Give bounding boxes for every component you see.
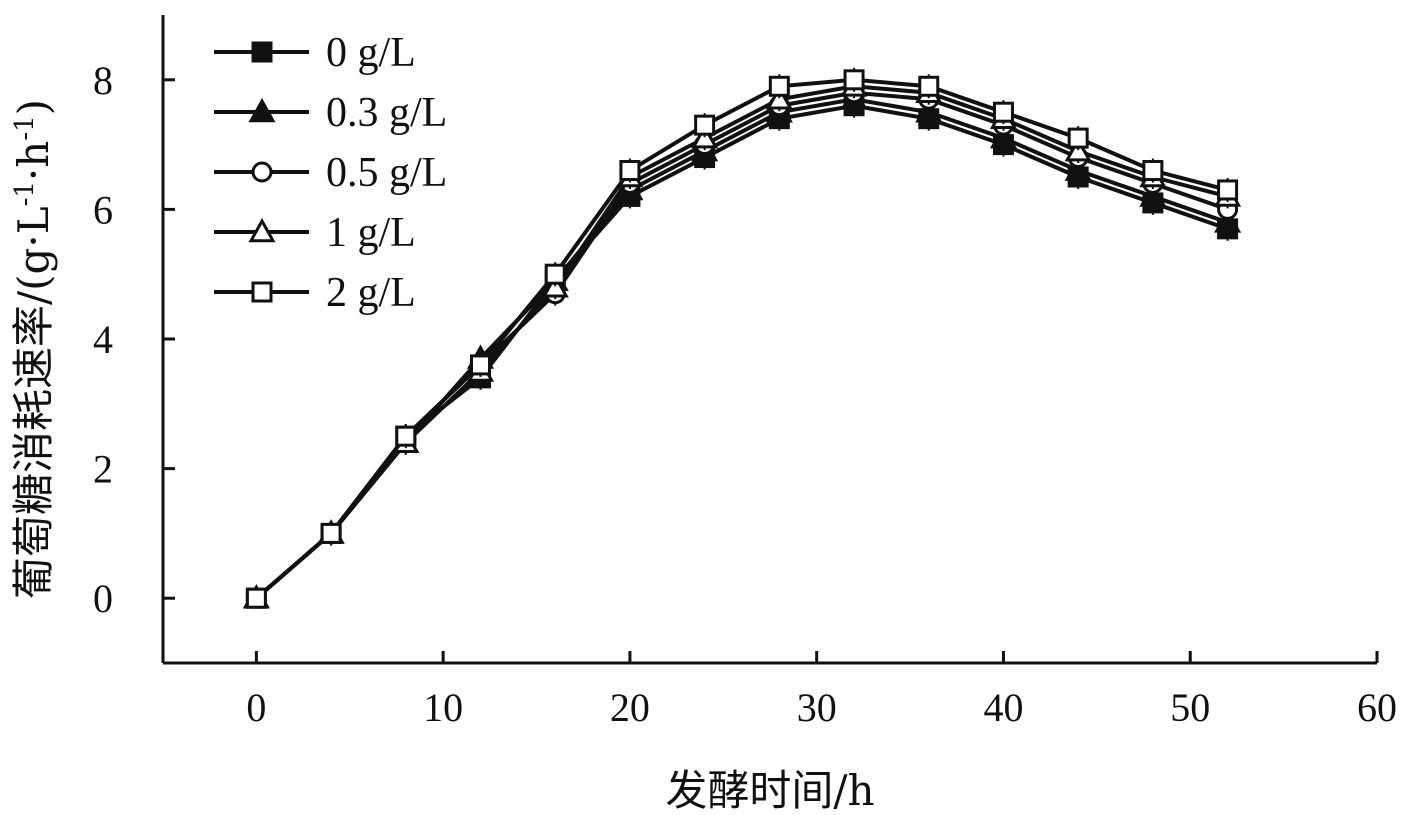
series-line [255, 77, 1229, 600]
legend-item: 0.3 g/L [214, 90, 447, 136]
legend-label: 2 g/L [326, 270, 416, 316]
legend-item: 0.5 g/L [214, 150, 447, 196]
data-point [1067, 127, 1089, 149]
legend-marker [248, 217, 276, 243]
y-tick-label: 4 [93, 317, 113, 362]
data-point [843, 69, 865, 91]
data-point [245, 587, 267, 609]
data-point [992, 101, 1014, 123]
legend-item: 2 g/L [214, 270, 416, 316]
y-tick-label: 6 [93, 187, 113, 232]
data-point [619, 160, 641, 182]
data-point [470, 354, 492, 376]
legend-marker [251, 41, 273, 63]
legend-marker [248, 97, 276, 123]
legend-label: 0.5 g/L [326, 150, 447, 196]
legend-label: 0.3 g/L [326, 90, 447, 136]
data-point [1142, 160, 1164, 182]
legend-marker [251, 281, 273, 303]
x-tick-label: 60 [1357, 685, 1397, 730]
y-axis-label-mid: ·h [9, 141, 58, 181]
y-tick-label: 8 [93, 58, 113, 103]
data-point [694, 114, 716, 136]
y-axis-label-main: 葡萄糖消耗速率/(g·L [9, 206, 58, 599]
x-tick-label: 10 [423, 685, 463, 730]
y-axis-label-sup2: -1 [10, 115, 40, 140]
y-axis-label-sup1: -1 [10, 181, 40, 206]
legend: 0 g/L 0.3 g/L 0.5 g/L 1 g/L 2 g/L [214, 30, 447, 316]
series-layer [242, 67, 1242, 609]
y-axis-label: 葡萄糖消耗速率/(g·L-1·h-1) [9, 99, 58, 599]
data-point [320, 522, 342, 544]
data-point [544, 263, 566, 285]
x-tick-label: 50 [1170, 685, 1210, 730]
x-tick-label: 20 [610, 685, 650, 730]
y-tick-label: 0 [93, 576, 113, 621]
series-4 [245, 67, 1239, 609]
legend-item: 0 g/L [214, 30, 416, 76]
y-axis-label-end: ) [9, 99, 58, 115]
y-tick-label: 2 [93, 447, 113, 492]
x-tick-label: 30 [797, 685, 837, 730]
data-point [1217, 179, 1239, 201]
data-point [918, 75, 940, 97]
ticks: 0 2 4 6 8 0 10 20 30 40 50 60 [93, 58, 1397, 730]
series-line [255, 84, 1229, 600]
data-point [395, 425, 417, 447]
x-axis-label: 发酵时间/h [665, 766, 874, 815]
legend-label: 0 g/L [326, 30, 416, 76]
data-point [768, 75, 790, 97]
legend-item: 1 g/L [214, 210, 416, 256]
x-tick-label: 0 [246, 685, 266, 730]
legend-marker [251, 161, 273, 183]
x-tick-label: 40 [983, 685, 1023, 730]
legend-label: 1 g/L [326, 210, 416, 256]
